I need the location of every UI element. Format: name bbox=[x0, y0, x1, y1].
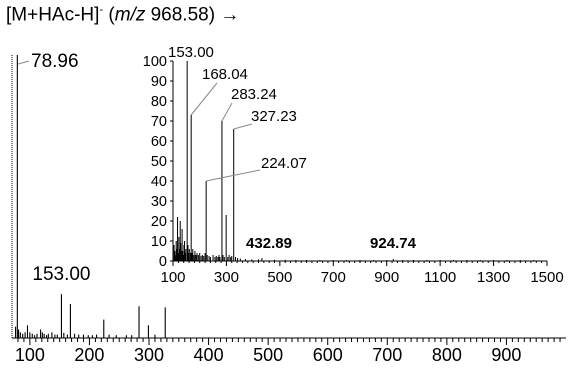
inset-x-tick-label: 1100 bbox=[424, 269, 456, 286]
inset-y-tick-label: 50 bbox=[151, 154, 167, 170]
title-mz-label: m/z bbox=[114, 4, 146, 26]
inset-label-leader bbox=[190, 82, 218, 116]
title-open-paren: ( bbox=[108, 4, 115, 26]
title-arrow: → bbox=[220, 4, 240, 26]
main-x-tick-label: 100 bbox=[15, 345, 45, 365]
inset-y-tick-label: 20 bbox=[151, 214, 167, 230]
inset-x-tick-label: 700 bbox=[321, 269, 346, 286]
inset-label-leader bbox=[233, 123, 253, 130]
main-x-tick-label: 800 bbox=[432, 345, 462, 365]
inset-y-tick-label: 80 bbox=[151, 94, 167, 110]
inset-label-leader bbox=[206, 169, 261, 182]
inset-y-tick-label: 0 bbox=[159, 254, 167, 270]
inset-y-tick-label: 10 bbox=[151, 234, 167, 250]
inset-x-tick-label: 300 bbox=[214, 269, 239, 286]
inset-peak-label: 168.04 bbox=[202, 66, 248, 83]
inset-label-leader bbox=[221, 102, 233, 122]
inset-spectrum bbox=[170, 60, 548, 266]
main-peak-label: 78.96 bbox=[31, 51, 79, 72]
title-mz-value: 968.58 bbox=[150, 4, 209, 26]
inset-y-tick-label: 30 bbox=[151, 194, 167, 210]
inset-x-tick-label: 1300 bbox=[477, 269, 510, 286]
inset-y-tick-label: 40 bbox=[151, 174, 167, 190]
main-x-tick-label: 300 bbox=[134, 345, 164, 365]
spectrum-title: [M+HAc-H]- (m/z 968.58) → bbox=[6, 4, 239, 26]
inset-peak-label: 283.24 bbox=[231, 86, 277, 103]
inset-y-tick-label: 100 bbox=[143, 54, 167, 70]
inset-y-tick-label: 60 bbox=[151, 134, 167, 150]
main-x-tick-label: 600 bbox=[313, 345, 343, 365]
inset-y-tick-label: 70 bbox=[151, 114, 167, 130]
main-label-leader bbox=[18, 60, 30, 65]
title-ion: [M+HAc-H] bbox=[6, 4, 100, 26]
main-x-tick-label: 900 bbox=[491, 345, 521, 365]
inset-peak-label: 924.74 bbox=[370, 235, 417, 252]
main-peak-label: 153.00 bbox=[32, 264, 90, 285]
inset-y-tick-label: 90 bbox=[151, 74, 167, 90]
title-charge: - bbox=[99, 4, 104, 16]
inset-peak-label: 153.00 bbox=[168, 44, 214, 61]
main-x-tick-label: 200 bbox=[74, 345, 104, 365]
main-x-tick-label: 400 bbox=[194, 345, 224, 365]
main-x-tick-label: 500 bbox=[253, 345, 283, 365]
inset-peak-label: 224.07 bbox=[261, 155, 307, 172]
main-x-tick-label: 700 bbox=[372, 345, 402, 365]
inset-x-tick-label: 1500 bbox=[530, 269, 563, 286]
inset-peak-label: 432.89 bbox=[246, 235, 292, 252]
inset-x-tick-label: 500 bbox=[267, 269, 292, 286]
inset-peak-label: 327.23 bbox=[251, 108, 297, 125]
inset-x-tick-label: 900 bbox=[374, 269, 399, 286]
inset-x-tick-label: 100 bbox=[160, 269, 185, 286]
main-spectrum bbox=[11, 55, 566, 345]
title-close-paren: ) bbox=[208, 4, 216, 26]
